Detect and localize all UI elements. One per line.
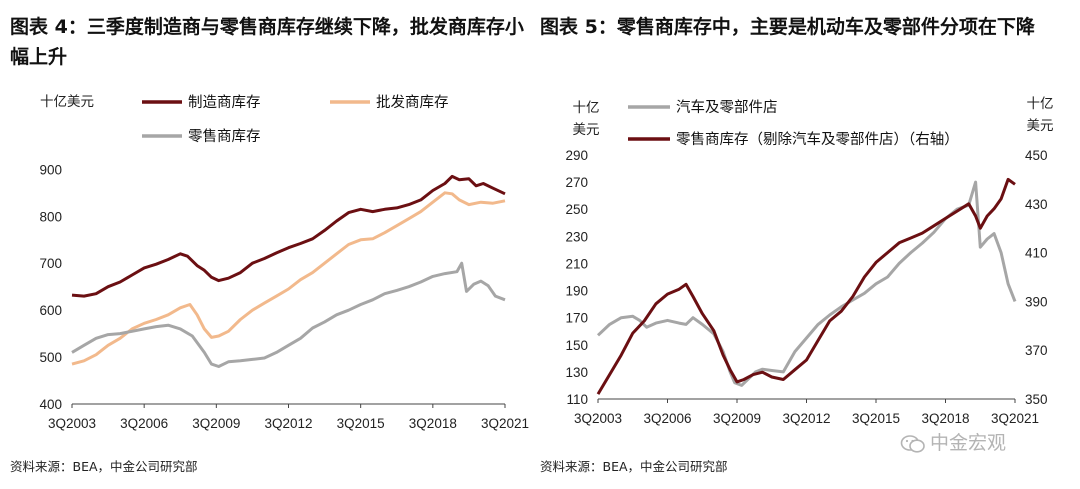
chart1-y-unit: 十亿美元 <box>40 94 94 110</box>
chart2-legend-label: 汽车及零部件店 <box>676 99 778 116</box>
chart1-x-tick: 3Q2018 <box>409 416 457 431</box>
chart1-x-tick: 3Q2009 <box>192 416 240 431</box>
chart1-y-tick: 900 <box>39 162 62 177</box>
chart2-x-tick: 3Q2018 <box>921 411 969 426</box>
chart2-y-tick-left: 250 <box>565 202 588 217</box>
chart1-y-tick: 600 <box>39 303 62 318</box>
chart2-y-tick-left: 130 <box>565 365 588 380</box>
chart2-x-tick: 3Q2009 <box>713 411 761 426</box>
chart2-y-tick-right: 410 <box>1025 246 1048 261</box>
chart2-y-tick-right: 430 <box>1025 197 1048 212</box>
chart2-y-tick-left: 170 <box>565 311 588 326</box>
chart2-title: 图表 5：零售商库存中，主要是机动车及零部件分项在下降 <box>540 16 1035 38</box>
chart2-y-tick-left: 150 <box>565 338 588 353</box>
chart1-legend-label: 批发商库存 <box>376 94 449 111</box>
watermark: 中金宏观 <box>900 428 1006 455</box>
chart2-x-tick: 3Q2021 <box>991 411 1039 426</box>
chart1-y-tick: 700 <box>39 256 62 271</box>
chart2-y-tick-right: 370 <box>1025 343 1048 358</box>
chart2-legend-label: 零售商库存（剔除汽车及零部件店）（右轴） <box>676 131 959 148</box>
chart2-y-unit-left: 十亿美元 <box>573 100 600 138</box>
chart1-title: 图表 4：三季度制造商与零售商库存继续下降，批发商库存小幅上升 <box>10 16 524 68</box>
chart1-x-tick: 3Q2021 <box>481 416 529 431</box>
chart2-x-tick: 3Q2015 <box>852 411 900 426</box>
chart2-y-tick-left: 210 <box>565 256 588 271</box>
chart1-y-tick: 400 <box>39 397 62 412</box>
chart2-y-tick-right: 450 <box>1025 148 1048 163</box>
chart2-y-tick-left: 230 <box>565 229 588 244</box>
chart2-y-tick-left: 270 <box>565 175 588 190</box>
chart2-x-tick: 3Q2006 <box>643 411 691 426</box>
chart2-y-unit-right: 十亿美元 <box>1027 96 1054 134</box>
chart2-y-tick-left: 190 <box>565 284 588 299</box>
chart2-y-tick-left: 290 <box>565 148 588 163</box>
chart1-legend-label: 制造商库存 <box>188 94 261 111</box>
chart1-y-tick: 800 <box>39 209 62 224</box>
chart1-y-tick: 500 <box>39 350 62 365</box>
chart2-y-tick-left: 110 <box>566 392 588 407</box>
chart1-x-tick: 3Q2006 <box>120 416 168 431</box>
chart2-y-tick-right: 390 <box>1025 294 1048 309</box>
chart2-x-tick: 3Q2012 <box>782 411 830 426</box>
chart2-source: 资料来源：BEA，中金公司研究部 <box>540 459 728 474</box>
watermark-text: 中金宏观 <box>930 432 1007 454</box>
chart2-x-tick: 3Q2003 <box>574 411 622 426</box>
chart1-x-tick: 3Q2015 <box>337 416 385 431</box>
chart1-legend-label: 零售商库存 <box>188 128 261 145</box>
wechat-icon <box>900 434 925 453</box>
chart1-series-line <box>71 174 506 298</box>
chart1-source: 资料来源：BEA，中金公司研究部 <box>10 459 198 474</box>
chart2-series-line <box>596 177 1016 395</box>
chart1-x-tick: 3Q2003 <box>48 416 96 431</box>
chart1-series-line <box>71 191 506 366</box>
chart2-y-tick-right: 350 <box>1025 392 1048 407</box>
chart1-x-tick: 3Q2012 <box>264 416 312 431</box>
chart1-series-line <box>71 261 506 368</box>
